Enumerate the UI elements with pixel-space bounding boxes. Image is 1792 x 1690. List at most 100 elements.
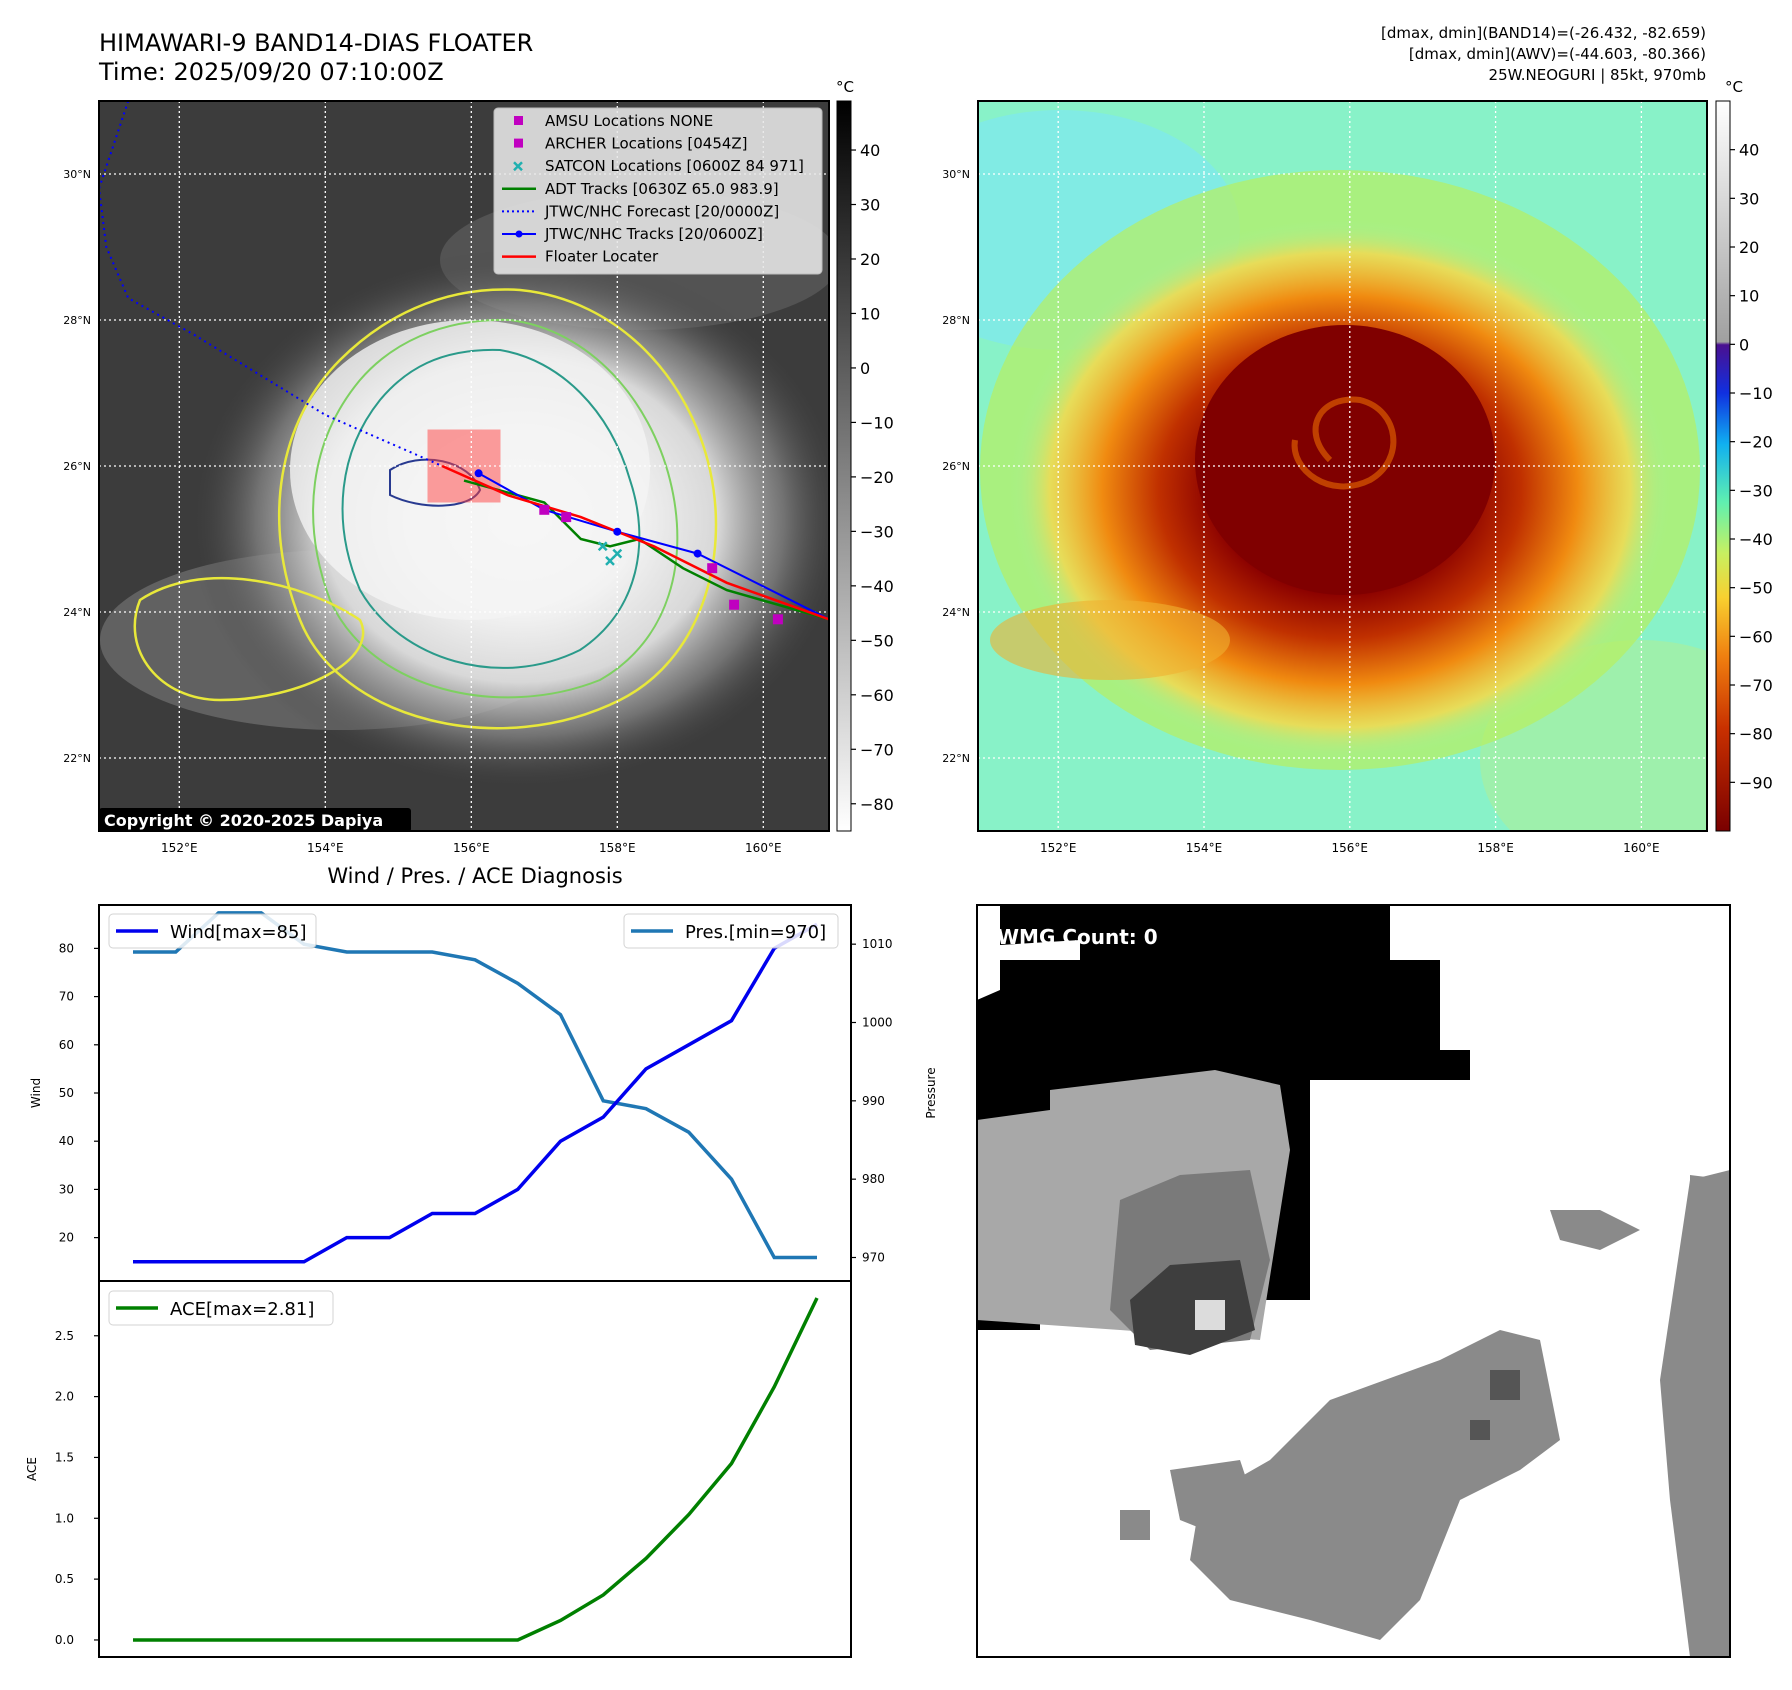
legend-label: JTWC/NHC Tracks [20/0600Z] [544,225,763,243]
lat-tick-label: 22°N [63,752,91,765]
colorbar-tick-label: −60 [1739,627,1773,646]
stats-band14: [dmax, dmin](BAND14)=(-26.432, -82.659) [1381,24,1706,42]
colorbar-tick-label: 30 [1739,189,1759,208]
awv-gridlines [978,101,1707,831]
wind-tick-label: 70 [59,990,74,1004]
colorbar-tick-label: 20 [860,250,880,269]
colorbar-tick-label: 10 [1739,287,1759,306]
ir-colorbar [836,100,852,832]
ace-tick-label: 0.5 [55,1572,74,1586]
colorbar-tick-label: −20 [1739,433,1773,452]
archer-locations [539,504,783,625]
ir-satellite-panel: AMSU Locations NONE ARCHER Locations [045… [63,78,894,855]
colorbar-tick-label: 20 [1739,238,1759,257]
colorbar-tick-label: 0 [860,359,870,378]
wind-axis-label: Wind [29,1078,43,1108]
lat-tick-label: 30°N [942,168,970,181]
awv-colorbar [1715,100,1731,832]
pressure-tick-label: 1000 [862,1016,893,1030]
lat-tick-label: 28°N [942,314,970,327]
figure-title-line2: Time: 2025/09/20 07:10:00Z [98,58,444,86]
jtwc-track-point [693,549,702,558]
lat-tick-label: 26°N [942,460,970,473]
colorbar-tick-label: −80 [1739,725,1773,744]
wind-y-ticks: 20 30 40 50 60 70 80 [59,941,99,1245]
wind-tick-label: 30 [59,1182,74,1196]
ir-panel-frame [98,100,830,832]
lat-tick-label: 28°N [63,314,91,327]
colorbar-tick-label: 0 [1739,335,1749,354]
lon-tick-label: 160°E [1623,841,1660,855]
colorbar-tick-label: −70 [860,740,894,759]
ir-colorbar-unit: °C [836,78,854,96]
lat-tick-label: 26°N [63,460,91,473]
ir-lat-ticks: 30°N 28°N 26°N 24°N 22°N [63,168,91,765]
lon-tick-label: 154°E [1186,841,1223,855]
colorbar-tick-label: 40 [1739,141,1759,160]
wind-series-line [133,922,818,1264]
wind-tick-label: 60 [59,1038,74,1052]
archer-point [707,563,718,574]
ace-tick-label: 0.0 [55,1633,74,1647]
legend-label: JTWC/NHC Forecast [20/0000Z] [544,202,779,220]
awv-colorbar-unit: °C [1725,78,1743,96]
legend-item: AMSU Locations NONE [514,112,713,130]
satcon-point [605,556,615,566]
legend-item: ARCHER Locations [0454Z] [514,135,748,153]
ace-axis-label: ACE [25,1457,39,1481]
colorbar-tick-label: 10 [860,304,880,323]
wind-pressure-chart: 20 30 40 50 60 70 80 970 980 990 1000 1010 Wind Pr… [29,904,938,1282]
ir-colorbar-ticks: 40 30 20 10 0 −10 −20 −30 −40 −50 −60 −70 −80 [851,141,894,814]
jtwc-track-point [613,527,622,536]
colorbar-tick-label: −90 [1739,773,1773,792]
satcon-locations [597,541,623,566]
legend-label: ADT Tracks [0630Z 65.0 983.9] [545,180,779,198]
awv-satellite-panel: °C 403020100−10−20−30−40−50−60−70−80−90 … [942,78,1773,855]
awv-image [978,101,1707,831]
wmg-panel-frame [976,904,1731,1658]
copyright-box [99,808,411,832]
stats-awv: [dmax, dmin](AWV)=(-44.603, -80.366) [1409,45,1706,63]
legend-item: Floater Locater [502,248,659,266]
ace-tick-label: 1.5 [55,1450,74,1464]
lon-tick-label: 160°E [745,841,782,855]
lon-tick-label: 158°E [599,841,636,855]
awv-colorbar-ticks: 40 30 20 10 0 −10 −20 −30 −40 −50 −60 −70 −80 −90 [1730,141,1773,792]
archer-point [561,512,572,523]
jtwc-track-point [474,469,483,478]
figure-title-line1: HIMAWARI-9 BAND14-DIAS FLOATER [99,29,533,57]
ace-tick-label: 1.0 [55,1511,74,1525]
legend-item: ADT Tracks [0630Z 65.0 983.9] [502,180,779,198]
lat-tick-label: 24°N [63,606,91,619]
legend-square-marker [514,138,523,148]
lon-tick-label: 152°E [1040,841,1077,855]
colorbar-tick-label: −40 [860,577,894,596]
lat-tick-label: 22°N [942,752,970,765]
wind-legend-label: Wind[max=85] [170,922,307,943]
awv-panel-frame [977,100,1708,832]
legend-item: JTWC/NHC Tracks [20/0600Z] [502,225,763,243]
pressure-legend: Pres.[min=970] [623,913,839,949]
lon-tick-label: 152°E [161,841,198,855]
ace-series-line [133,1297,819,1642]
diagnosis-title: Wind / Pres. / ACE Diagnosis [327,864,622,888]
ace-tick-label: 2.0 [55,1390,74,1404]
ir-lon-ticks: 152°E 154°E 156°E 158°E 160°E [161,841,782,855]
pressure-series-line [133,911,817,1260]
lat-tick-label: 24°N [942,606,970,619]
wmg-panel: WMG Count: 0 [976,904,1731,1658]
archer-point [772,614,783,625]
lon-tick-label: 158°E [1477,841,1514,855]
awv-lon-ticks: 152°E 154°E 156°E 158°E 160°E [1040,841,1660,855]
wmg-count-label: WMG Count: 0 [997,925,1158,949]
ace-chart: 0.0 0.5 1.0 1.5 2.0 2.5 ACE ACE[max=2.81] [25,1280,852,1658]
wind-tick-label: 40 [59,1134,74,1148]
pressure-tick-label: 980 [862,1172,885,1186]
ace-legend-label: ACE[max=2.81] [170,1299,314,1320]
lat-tick-label: 30°N [63,168,91,181]
pressure-tick-label: 990 [862,1094,885,1108]
lon-tick-label: 156°E [1332,841,1369,855]
ace-y-ticks: 0.0 0.5 1.0 1.5 2.0 2.5 [55,1329,99,1647]
legend-label: ARCHER Locations [0454Z] [545,135,748,153]
awv-lat-ticks: 30°N 28°N 26°N 24°N 22°N [942,168,970,765]
